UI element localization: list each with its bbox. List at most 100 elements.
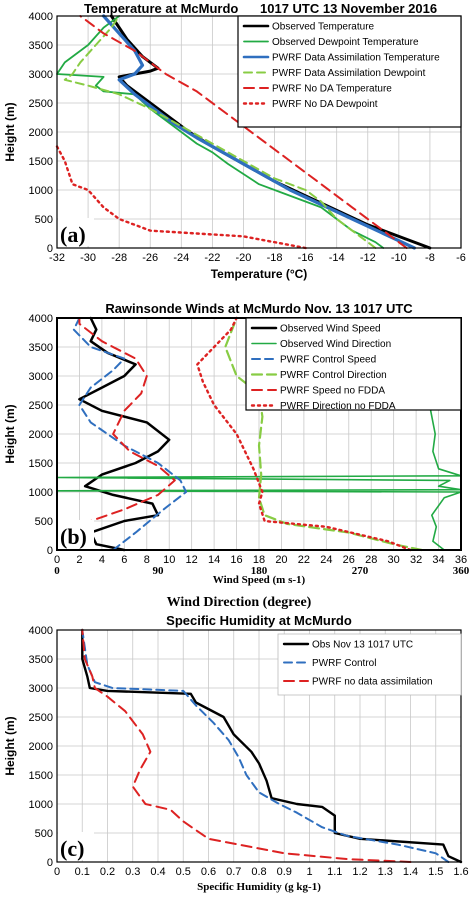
legend-label-3: PWRF Data Assimilation Temperature (272, 53, 440, 64)
y-tick-label: 3000 (29, 371, 53, 383)
y-tick-label: 500 (35, 516, 53, 528)
panel-label: (b) (60, 524, 87, 549)
legend: Obs Nov 13 1017 UTC PWRF Control PWRF no d… (277, 633, 462, 696)
x2-axis-label: Wind Direction (degree) (167, 595, 312, 610)
x-tick-label: 0.9 (277, 866, 292, 878)
x-tick-label: 14 (208, 554, 220, 566)
x-tick-label: 28 (365, 554, 377, 566)
x-tick-label: 0.7 (226, 866, 241, 878)
x2-tick-label: 90 (153, 565, 165, 577)
x-tick-label: 12 (186, 554, 198, 566)
x-tick-label: 10 (163, 554, 175, 566)
legend-label-1: Observed Temperature (272, 22, 375, 33)
x-axis-label: Specific Humidity (g kg-1) (197, 881, 321, 893)
x-tick-label: -26 (142, 252, 158, 264)
y-tick-label: 2000 (29, 741, 53, 753)
x-tick-label: 30 (388, 554, 400, 566)
x-tick-label: -16 (298, 252, 314, 264)
legend-label-4: PWRF Data Assimilation Dewpoint (272, 68, 426, 79)
y-tick-label: 0 (47, 545, 53, 557)
x-tick-label: 1.3 (378, 866, 393, 878)
y-tick-label: 1000 (29, 487, 53, 499)
x-tick-label: -18 (267, 252, 283, 264)
x-tick-label: 16 (230, 554, 242, 566)
legend-label-5: PWRF No DA Temperature (272, 84, 392, 95)
x-tick-label: 24 (320, 554, 332, 566)
chart-panel-1: -32 -30 -28 -26 -24 -22 -20 -18 -16 -14 -12 -10 -8 -6… (3, 1, 466, 281)
legend: Observed Wind Speed Observed Wind Directi… (245, 317, 462, 412)
x-tick-label: 0 (54, 866, 60, 878)
x-tick-label: 18 (253, 554, 265, 566)
y-tick-label: 3000 (29, 683, 53, 695)
y-tick-label: 2500 (29, 712, 53, 724)
y-tick-label: 2500 (29, 98, 53, 110)
chart-title: Temperature at McMurdo (84, 1, 238, 16)
series-line-4 (63, 15, 377, 249)
x-tick-label: 20 (275, 554, 287, 566)
series-group (81, 628, 463, 864)
y-tick-label: 4000 (29, 313, 53, 325)
x-tick-label: 2 (76, 554, 82, 566)
legend-label-6: PWRF No DA Dewpoint (272, 99, 378, 110)
y-tick-label: 3500 (29, 40, 53, 52)
y-tick-label: 4000 (29, 625, 53, 637)
legend-label-1: Observed Wind Speed (280, 324, 381, 335)
x-tick-label: 1.2 (352, 866, 367, 878)
legend-box (237, 15, 462, 128)
y-tick-label: 500 (35, 214, 53, 226)
legend-label-4: PWRF Control Direction (280, 370, 387, 381)
y-tick-label: 1000 (29, 799, 53, 811)
x-tick-label: -28 (111, 252, 127, 264)
series-line-5 (79, 15, 408, 249)
y-tick-label: 500 (35, 828, 53, 840)
x-tick-label: -10 (391, 252, 407, 264)
y-tick-label: 2000 (29, 127, 53, 139)
x-tick-label: -14 (329, 252, 345, 264)
panel-label: (c) (60, 836, 84, 861)
series-line-3 (72, 317, 188, 551)
x-tick-label: 36 (455, 554, 467, 566)
x-tick-label: 34 (432, 554, 444, 566)
y-axis-label: Height (m) (3, 102, 17, 161)
chart-panel-3: 0 0.1 0.2 0.3 0.4 0.5 0.6 0.7 0.8 0.9 1 1.1 1.2 1.3 1.… (3, 613, 469, 893)
y-axis-label: Height (m) (3, 404, 17, 463)
legend-label-2: PWRF Control (312, 658, 376, 669)
chart-panel-2: 0 2 4 6 8 10 12 14 16 18 20 22 24 26 28 30 32 34 360500100… (3, 301, 470, 610)
chart-title: Specific Humidity at McMurdo (166, 613, 352, 628)
x2-tick-label: 0 (54, 565, 60, 577)
y-tick-label: 1500 (29, 156, 53, 168)
x-tick-label: 0.4 (150, 866, 165, 878)
x-tick-label: -30 (80, 252, 96, 264)
series-line-6 (196, 316, 412, 552)
legend-box (245, 317, 462, 411)
x-tick-label: 1.4 (403, 866, 418, 878)
legend-label-3: PWRF Control Speed (280, 355, 376, 366)
x-tick-label: 1.1 (327, 866, 342, 878)
x-tick-label: -8 (425, 252, 435, 264)
y-tick-label: 2000 (29, 429, 53, 441)
y-tick-label: 2500 (29, 400, 53, 412)
chart-title-date: 1017 UTC 13 November 2016 (260, 1, 437, 16)
x2-tick-label: 360 (453, 565, 470, 577)
series-line-4 (224, 316, 423, 552)
grid (56, 629, 462, 863)
x-tick-label: 0.5 (176, 866, 191, 878)
y-tick-label: 0 (47, 243, 53, 255)
x-axis-label: Wind Speed (m s-1) (213, 574, 306, 586)
y-tick-label: 3500 (29, 654, 53, 666)
x-tick-label: 32 (410, 554, 422, 566)
y-tick-label: 1500 (29, 770, 53, 782)
legend-label-2: Observed Wind Direction (280, 339, 391, 350)
x-tick-label: 8 (144, 554, 150, 566)
legend-label-1: Obs Nov 13 1017 UTC (312, 640, 413, 651)
series-line-5 (67, 317, 176, 534)
x-tick-label: 6 (121, 554, 127, 566)
x-tick-label: 4 (99, 554, 105, 566)
legend-label-6: PWRF Direction no FDDA (280, 401, 396, 412)
x-tick-label: -12 (360, 252, 376, 264)
x-tick-label: -22 (204, 252, 220, 264)
series-line-2 (56, 15, 385, 249)
legend: Observed Temperature Observed Dewpoint Te… (237, 15, 462, 128)
y-tick-label: 3500 (29, 342, 53, 354)
